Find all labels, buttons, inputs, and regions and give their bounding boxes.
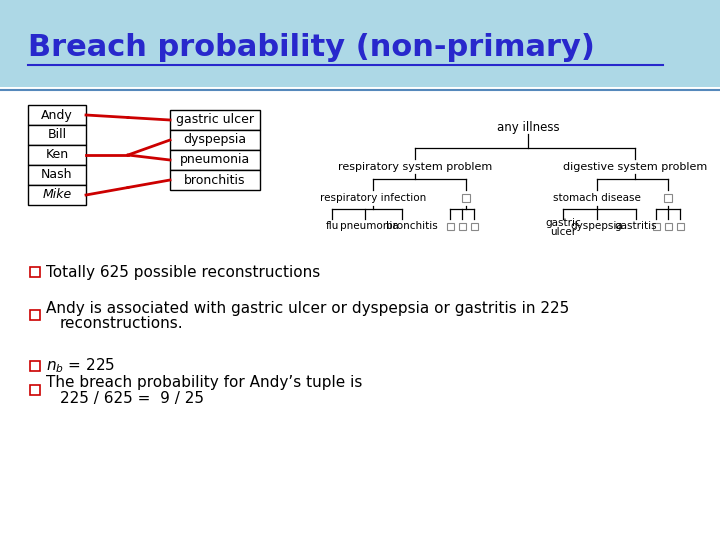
Bar: [170, 150, 260, 170]
Text: dyspepsia: dyspepsia: [571, 221, 624, 231]
Bar: [28, 145, 86, 165]
Text: Breach probability (non-primary): Breach probability (non-primary): [28, 33, 595, 63]
Bar: [30, 267, 40, 277]
Text: ulcer: ulcer: [550, 227, 576, 237]
Bar: [28, 185, 86, 205]
Bar: [170, 110, 260, 130]
Text: pneumonia: pneumonia: [180, 153, 250, 166]
Text: reconstructions.: reconstructions.: [60, 315, 184, 330]
Text: pneumonia: pneumonia: [340, 221, 398, 231]
Text: $n_b$ = 225: $n_b$ = 225: [46, 356, 115, 375]
Text: respiratory infection: respiratory infection: [320, 193, 426, 203]
Bar: [664, 194, 672, 202]
Bar: [28, 125, 86, 145]
Bar: [446, 222, 454, 230]
Bar: [652, 222, 660, 230]
Bar: [30, 385, 40, 395]
Text: Nash: Nash: [41, 168, 73, 181]
Text: bronchitis: bronchitis: [184, 173, 246, 186]
Text: Andy: Andy: [41, 109, 73, 122]
Text: Bill: Bill: [48, 129, 66, 141]
Text: 225 / 625 =  9 / 25: 225 / 625 = 9 / 25: [60, 392, 204, 407]
Text: gastric ulcer: gastric ulcer: [176, 113, 254, 126]
Bar: [677, 222, 683, 230]
Text: Ken: Ken: [45, 148, 68, 161]
Bar: [30, 361, 40, 371]
Bar: [170, 130, 260, 150]
Text: Totally 625 possible reconstructions: Totally 625 possible reconstructions: [46, 265, 320, 280]
Bar: [459, 222, 466, 230]
Text: flu: flu: [325, 221, 338, 231]
Text: The breach probability for Andy’s tuple is: The breach probability for Andy’s tuple …: [46, 375, 362, 390]
Text: stomach disease: stomach disease: [553, 193, 641, 203]
Text: Mike: Mike: [42, 188, 71, 201]
Text: dyspepsia: dyspepsia: [184, 133, 246, 146]
Bar: [170, 170, 260, 190]
Text: respiratory system problem: respiratory system problem: [338, 162, 492, 172]
Bar: [28, 165, 86, 185]
Bar: [665, 222, 672, 230]
Text: any illness: any illness: [497, 122, 559, 134]
Bar: [462, 194, 470, 202]
Bar: [470, 222, 477, 230]
Text: gastric: gastric: [545, 218, 581, 228]
Text: Andy is associated with gastric ulcer or dyspepsia or gastritis in 225: Andy is associated with gastric ulcer or…: [46, 300, 570, 315]
Text: gastritis: gastritis: [615, 221, 657, 231]
Bar: [0, 0, 720, 87]
Bar: [30, 310, 40, 320]
Text: bronchitis: bronchitis: [386, 221, 438, 231]
Text: digestive system problem: digestive system problem: [563, 162, 707, 172]
Bar: [28, 105, 86, 125]
